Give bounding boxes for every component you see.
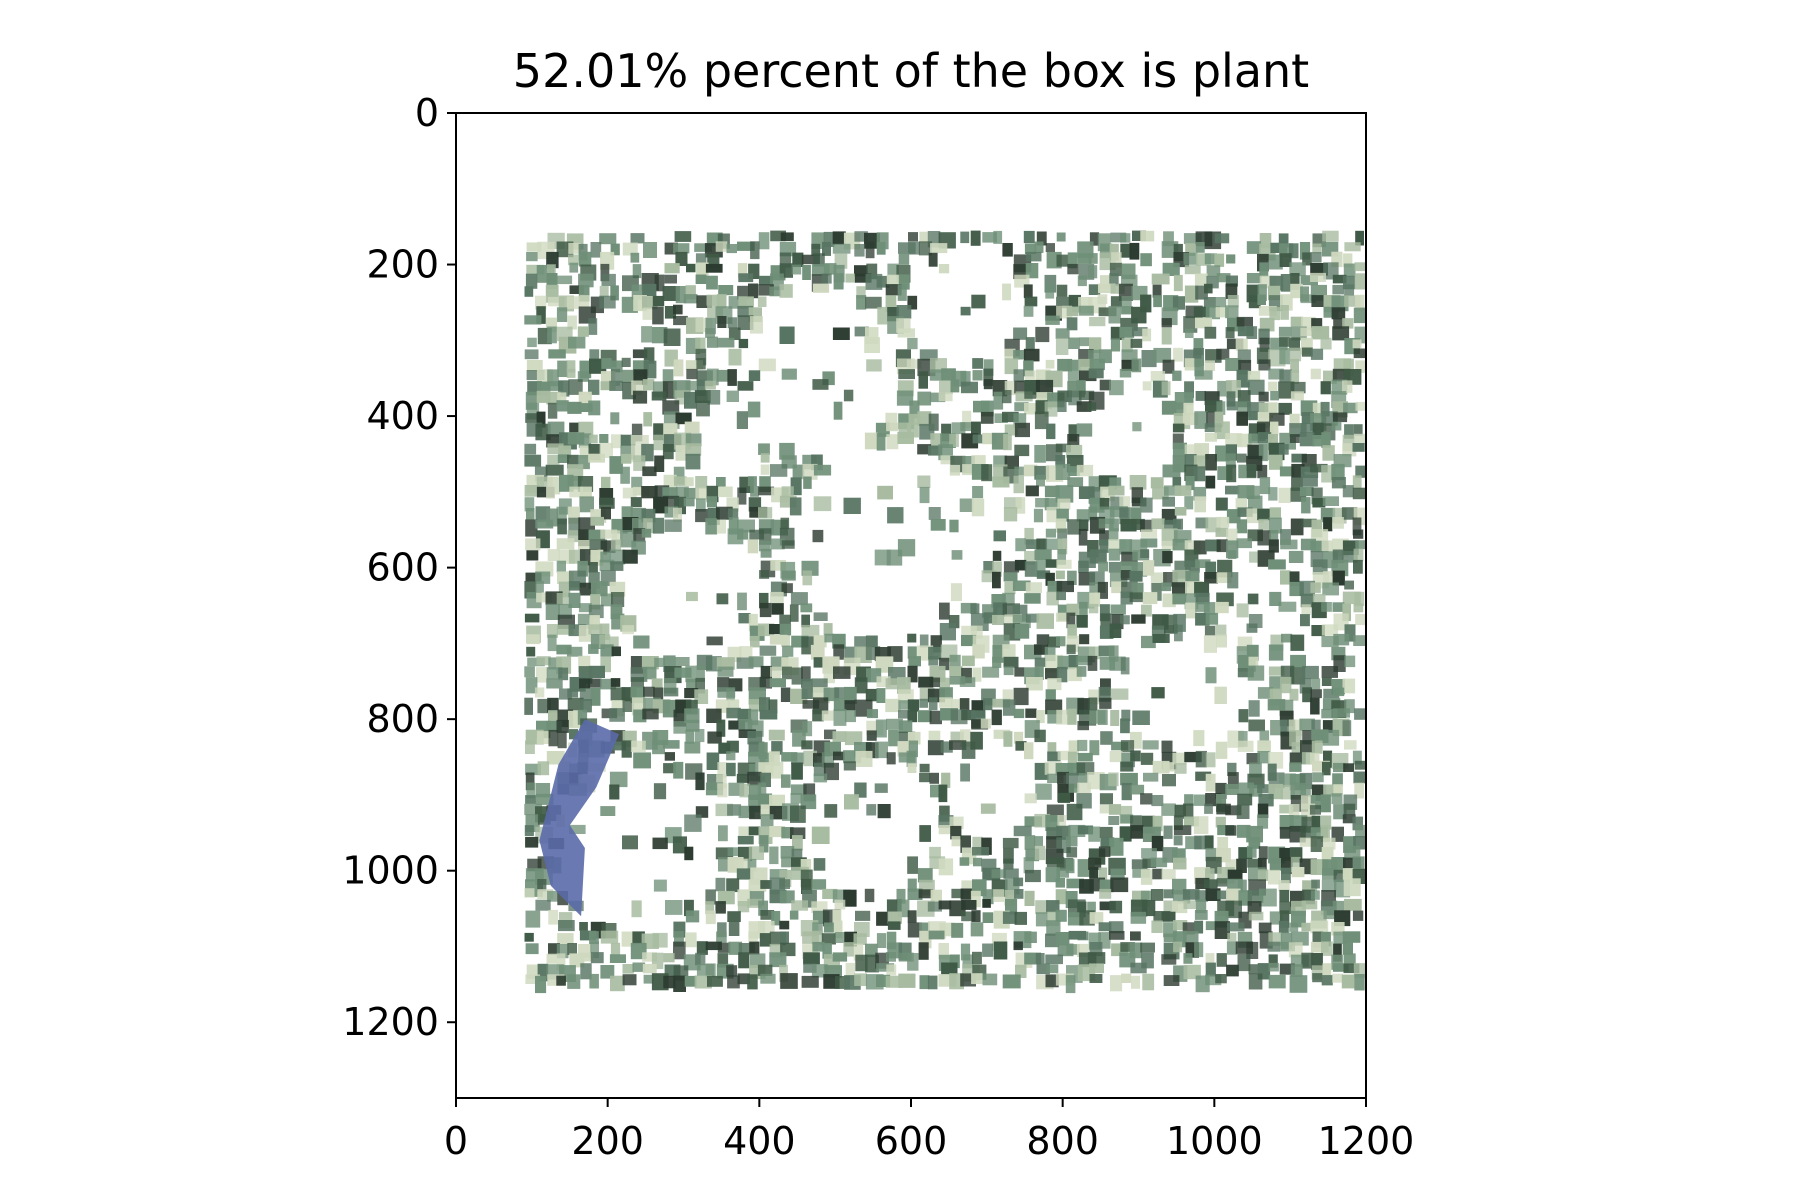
x-tick-label: 200 [571,1119,644,1163]
x-tick-label: 0 [444,1119,468,1163]
x-tick-label: 600 [875,1119,948,1163]
y-tick-label: 800 [366,697,439,741]
x-tick-label: 1000 [1166,1119,1263,1163]
x-axis: 0 200 400 600 800 1000 1200 [444,1098,1414,1163]
y-tick-label: 400 [366,394,439,438]
y-tick-label: 1200 [342,1000,439,1044]
y-axis: 0 200 400 600 800 1000 1200 [342,91,456,1044]
blue-patch [539,719,619,917]
masked-plant-image [524,230,1366,994]
y-tick-label: 0 [415,91,439,135]
x-tick-label: 800 [1026,1119,1099,1163]
x-tick-label: 1200 [1318,1119,1415,1163]
y-tick-label: 1000 [342,849,439,893]
y-tick-label: 600 [366,546,439,590]
y-tick-label: 200 [366,243,439,287]
x-tick-label: 400 [723,1119,796,1163]
chart-title: 52.01% percent of the box is plant [513,44,1309,98]
